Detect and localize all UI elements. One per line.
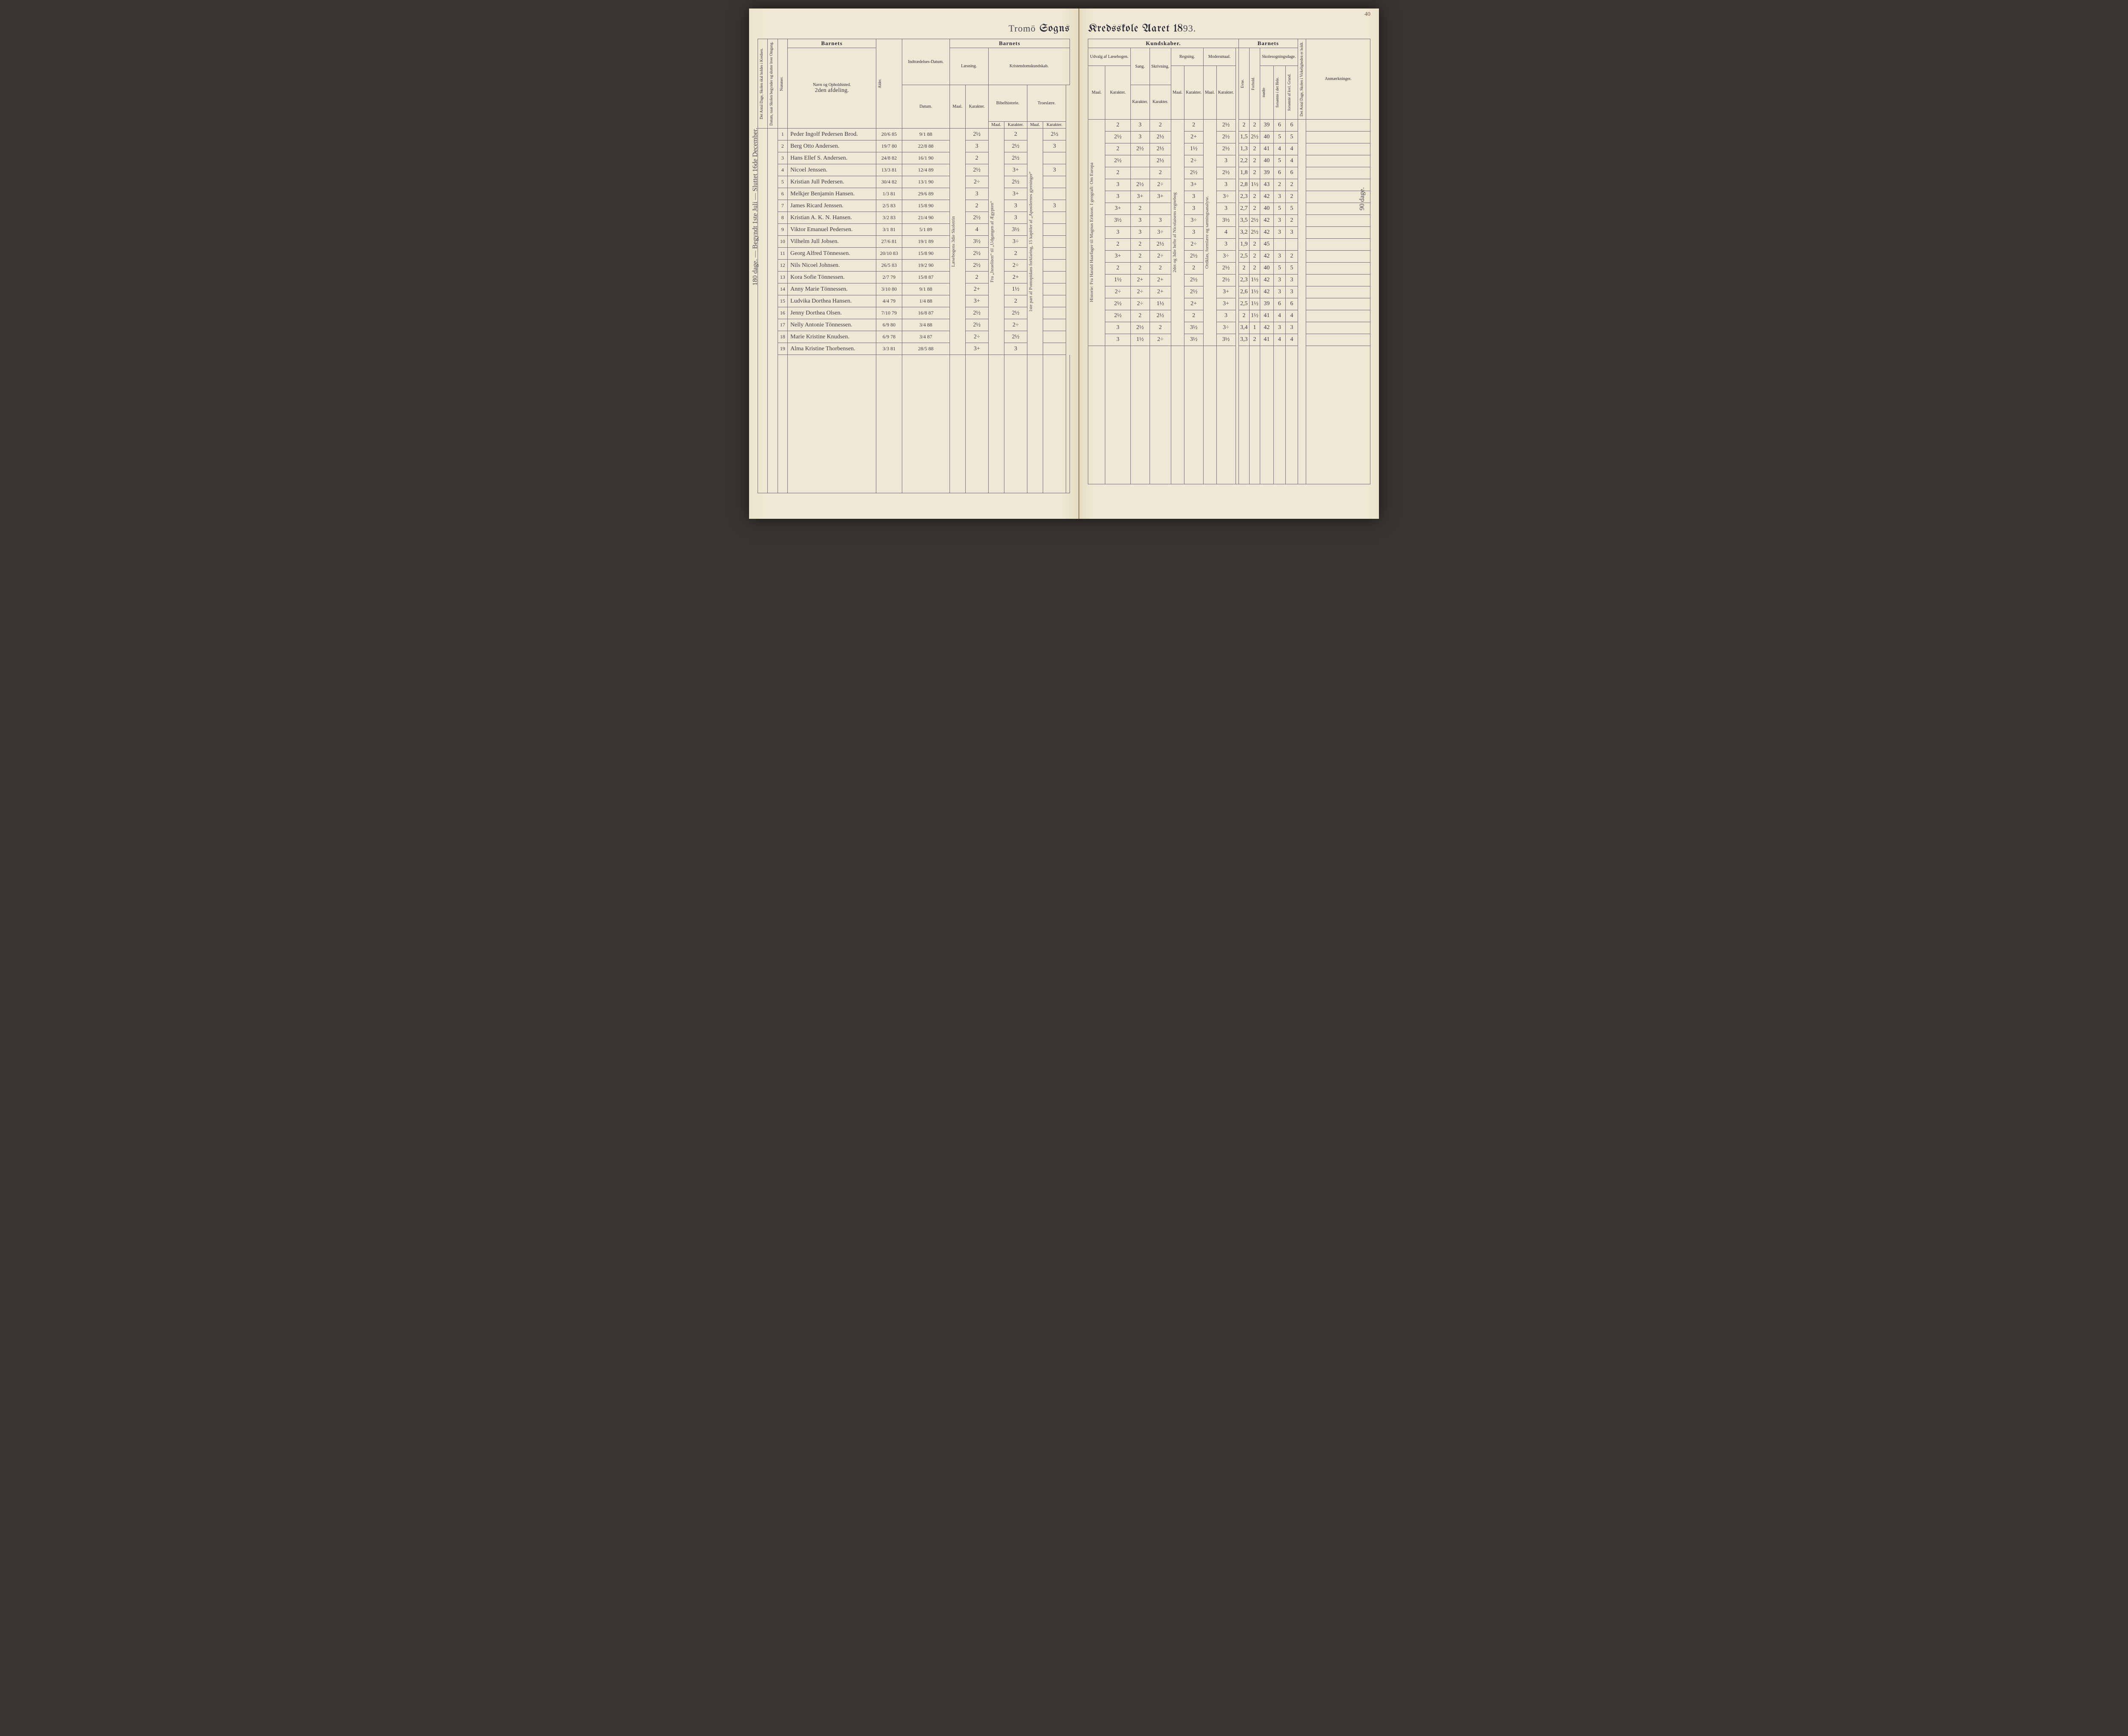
table-row: 11Georg Alfred Tönnessen.20/10 8315/8 90… <box>758 248 1070 260</box>
table-row: 33+3+33÷2,324232 <box>1088 191 1370 203</box>
table-row: 32½23½3÷3,414233 <box>1088 322 1370 334</box>
table-row: 3+22÷2½3÷2,524232 <box>1088 250 1370 262</box>
hdr-antal-dage-r: Det Antal Dage, Skolen i Virkeligheden e… <box>1299 40 1304 118</box>
table-row: 16Jenny Dorthea Olsen.7/10 7916/8 872½2½ <box>758 307 1070 319</box>
hdr-fors-hele: forsømte i det Hele. <box>1275 75 1280 109</box>
year-script: 93. <box>1183 23 1196 34</box>
table-row: 19Alma Kristine Thorbensen.3/3 8128/5 88… <box>758 343 1070 355</box>
hdr-mod-maal: Maal. <box>1203 66 1216 119</box>
left-page: 180 dage. — Begyndt 1ste Juli — Sluttet … <box>749 9 1079 519</box>
left-title: Tromö Sogns <box>758 21 1070 39</box>
table-row: 8Kristian A. K. N. Hansen.3/2 8321/4 902… <box>758 212 1070 224</box>
hdr-forhold: Forhold. <box>1251 75 1256 92</box>
table-row: 6Melkjer Benjamin Hansen.1/3 8129/6 8933… <box>758 188 1070 200</box>
hdr-alder: Alder. <box>878 77 883 90</box>
hdr-laes-kar: Karakter. <box>965 85 988 129</box>
hdr-troes: Troeslære. <box>1027 85 1066 122</box>
hdr-bibel: Bibelhistorie. <box>988 85 1027 122</box>
table-row: 32½2÷3+32,81½4322 <box>1088 179 1370 191</box>
hdr-regning: Regning. <box>1171 48 1203 66</box>
table-row: 1½2+2+2½2½2,31½4233 <box>1088 274 1370 286</box>
hdr-anm: Anmærkninger. <box>1306 39 1370 120</box>
hdr-mod-kar: Karakter. <box>1216 66 1236 119</box>
table-row: 2Berg Otto Andersen.19/7 8022/8 8832½3 <box>758 140 1070 152</box>
hdr-datum: Datum, naar Skolen begynder og slutter h… <box>769 40 774 127</box>
table-row: 12Nils Nicoel Johnsen.26/5 8319/2 902½2÷ <box>758 260 1070 272</box>
hdr-navn-sub: 2den afdeling. <box>789 87 875 94</box>
table-row: 10Vilhelm Jull Jobsen.27/6 8119/1 893½3÷ <box>758 236 1070 248</box>
table-row: 9Viktor Emanuel Pedersen.3/1 815/1 8943½ <box>758 224 1070 236</box>
table-row: 5Kristian Jull Pedersen.30/4 8213/1 902÷… <box>758 176 1070 188</box>
hdr-laesning: Læsning. <box>950 48 988 85</box>
hdr-ind-datum: Datum. <box>902 85 950 129</box>
hdr-navn: Navn og Opholdssted. <box>789 83 875 87</box>
hdr-skrivning: Skrivning. <box>1150 48 1171 85</box>
hdr-barnets-r: Barnets <box>1238 39 1298 48</box>
table-row: 1Peder Ingolf Pedersen Brod.20/6 859/1 8… <box>758 129 1070 140</box>
hdr-barnets2: Barnets <box>950 39 1070 48</box>
hdr-sang: Sang. <box>1130 48 1150 85</box>
ledger-book: 180 dage. — Begyndt 1ste Juli — Sluttet … <box>749 9 1379 519</box>
table-row: 222½2÷31,9245 <box>1088 238 1370 250</box>
hdr-barnets: Barnets <box>788 39 876 48</box>
hdr-sang-kar: Karakter. <box>1130 85 1150 119</box>
hdr-modersmaal: Modersmaal. <box>1203 48 1236 66</box>
table-row: 222½2½1,823966 <box>1088 167 1370 179</box>
hdr-skr-kar: Karakter. <box>1150 85 1171 119</box>
table-row: 22222½224055 <box>1088 262 1370 274</box>
table-row: 3+2332,724055 <box>1088 203 1370 214</box>
table-row: 17Nelly Antonie Tönnessen.6/9 803/4 882½… <box>758 319 1070 331</box>
page-number: 40 <box>1364 11 1370 18</box>
table-row: 14Anny Marie Tönnessen.3/10 809/1 882+1½ <box>758 283 1070 295</box>
table-row: 333÷343,22½4233 <box>1088 226 1370 238</box>
table-row: 3½333÷3½3,52½4232 <box>1088 214 1370 226</box>
table-row: 2½2÷1½2+3+2,51½3966 <box>1088 298 1370 310</box>
hdr-udvalg: Udvalg af Læsebogen. <box>1088 48 1130 66</box>
hdr-kundskaber: Kundskaber. <box>1088 39 1238 48</box>
table-row: 4Nicoel Jenssen.13/3 8112/4 892½3+3 <box>758 164 1070 176</box>
table-row: 2½32½2+2½1,52½4055 <box>1088 131 1370 143</box>
hdr-udv-maal: Maal. <box>1088 66 1105 119</box>
kredsskole-label: Kredsskole Aaret 18 <box>1088 23 1183 34</box>
hdr-reg-kar: Karakter. <box>1184 66 1203 119</box>
hdr-evne: Evne. <box>1240 77 1245 90</box>
hdr-fors-lovl: forsømte af lovl. Grund. <box>1287 72 1292 112</box>
table-row: 2½22½2321½4144 <box>1088 310 1370 322</box>
hdr-antal-dage: Det Antal Dage, Skolen skal holdes i Kre… <box>759 46 764 121</box>
parish-name: Tromö <box>1009 23 1036 34</box>
left-table: Det Antal Dage, Skolen skal holdes i Kre… <box>758 39 1070 493</box>
table-row: 7James Ricard Jenssen.2/5 8315/8 90233 <box>758 200 1070 212</box>
right-page: 40 90 dage. Kredsskole Aaret 1893. Kunds… <box>1079 9 1379 519</box>
right-table: Kundskaber. Barnets Det Antal Dage, Skol… <box>1088 39 1370 484</box>
hdr-kristendom: Kristendomskundskab. <box>988 48 1070 85</box>
hdr-nummer: Nummer. <box>779 75 784 93</box>
sogns-label: Sogns <box>1039 23 1070 34</box>
table-row: 15Ludvika Dorthea Hansen.4/4 791/4 883+2 <box>758 295 1070 307</box>
table-row: 3Hans Ellef S. Andersen.24/8 8216/1 9022… <box>758 152 1070 164</box>
hdr-tro-kar: Karakter. <box>1043 122 1066 129</box>
hdr-skolesogn: Skolesogningsdage. <box>1260 48 1298 66</box>
table-row: Historie: Fra Harald Haarfager til Magnu… <box>1088 119 1370 131</box>
table-row: 31½2÷3½3½3,324144 <box>1088 334 1370 346</box>
hdr-tro-maal: Maal. <box>1027 122 1043 129</box>
table-row: 2½2½2÷32,224054 <box>1088 155 1370 167</box>
left-margin-note: 180 dage. — Begyndt 1ste Juli — Sluttet … <box>752 128 759 286</box>
hdr-laes-maal: Maal. <box>950 85 965 129</box>
table-row: 18Marie Kristine Knudsen.6/9 783/4 872÷2… <box>758 331 1070 343</box>
right-margin-note: 90 dage. <box>1359 187 1366 210</box>
right-title: Kredsskole Aaret 1893. <box>1088 21 1370 39</box>
table-row: 22½2½1½2½1,324144 <box>1088 143 1370 155</box>
hdr-reg-maal: Maal. <box>1171 66 1184 119</box>
table-row: 13Kora Sofie Tönnessen.2/7 7915/8 8722+ <box>758 272 1070 283</box>
hdr-bib-kar: Karakter. <box>1004 122 1027 129</box>
table-row: 2÷2÷2+2½3+2,61½4233 <box>1088 286 1370 298</box>
hdr-bib-maal: Maal. <box>988 122 1004 129</box>
hdr-udv-kar: Karakter. <box>1105 66 1130 119</box>
hdr-indtraed: Indtrædelses-Datum. <box>902 39 950 85</box>
hdr-modte: mødte <box>1261 86 1267 99</box>
